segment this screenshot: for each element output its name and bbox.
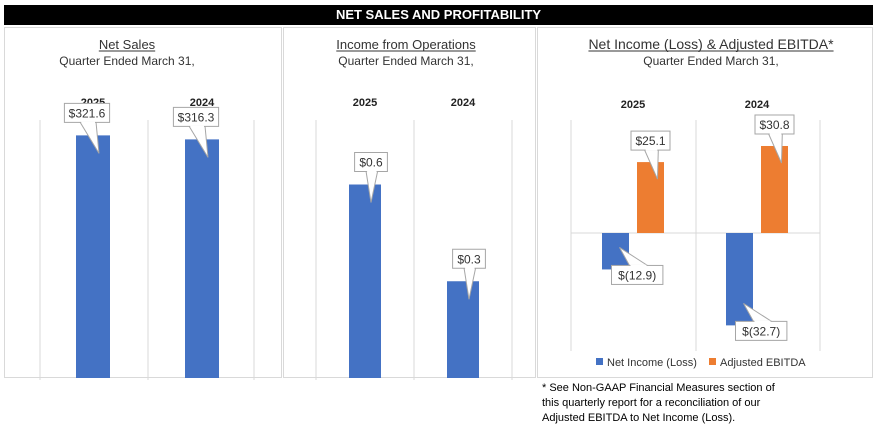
chart-subtitle: Quarter Ended March 31, (338, 54, 473, 68)
legend-adjusted-ebitda-label: Adjusted EBITDA (720, 357, 806, 369)
footnote: * See Non-GAAP Financial Measures sectio… (542, 381, 822, 426)
data-label: $(12.9) (618, 268, 656, 282)
data-label: $321.6 (69, 106, 106, 120)
category-label: 2024 (190, 97, 215, 109)
chart-subtitle: Quarter Ended March 31, (643, 54, 778, 68)
chart-subtitle: Quarter Ended March 31, (59, 54, 194, 68)
net-income-ebitda-chart: Net Income (Loss) & Adjusted EBITDA* Quar… (570, 36, 834, 369)
bar (185, 139, 219, 378)
banner-title: NET SALES AND PROFITABILITY (4, 5, 873, 25)
chart-title: Income from Operations (336, 37, 476, 52)
data-callout: $321.6 (63, 102, 111, 154)
bar-adjusted-ebitda (761, 145, 788, 233)
footnote-line: this quarterly report for a reconciliati… (542, 397, 761, 409)
data-callout: $30.8 (754, 114, 795, 164)
bar-adjusted-ebitda (637, 162, 664, 233)
bar (447, 281, 479, 378)
data-label: $(32.7) (742, 324, 780, 338)
net-income-ebitda-panel: Net Income (Loss) & Adjusted EBITDA* Quar… (537, 27, 873, 378)
chart-title: Net Income (Loss) & Adjusted EBITDA* (588, 36, 834, 52)
chart-title: Net Sales (99, 37, 156, 52)
data-label: $0.6 (359, 156, 383, 170)
legend-adjusted-ebitda-swatch (709, 358, 716, 365)
footnote-line: * See Non-GAAP Financial Measures sectio… (542, 382, 775, 394)
category-label: 2024 (745, 99, 770, 111)
legend-net-income-swatch (596, 358, 603, 365)
income-from-operations-panel: Income from Operations Quarter Ended Marc… (283, 27, 536, 380)
data-callout: $(12.9) (611, 247, 664, 285)
data-label: $30.8 (759, 118, 789, 132)
data-label: $0.3 (457, 252, 481, 266)
data-label: $25.1 (635, 134, 665, 148)
data-callout: $25.1 (630, 130, 671, 180)
bar (349, 184, 381, 378)
data-callout: $316.3 (172, 106, 220, 158)
data-label: $316.3 (178, 110, 215, 124)
data-callout: $(32.7) (735, 302, 788, 341)
category-label: 2024 (451, 97, 476, 109)
footnote-line: Adjusted EBITDA to Net Income (Loss). (542, 412, 736, 424)
category-label: 2025 (621, 99, 645, 111)
income-from-operations-chart: Income from Operations Quarter Ended Marc… (315, 37, 513, 380)
data-callout: $0.6 (354, 152, 388, 203)
legend-net-income-label: Net Income (Loss) (607, 357, 697, 369)
data-callout: $0.3 (452, 248, 486, 300)
bar (76, 135, 110, 378)
category-label: 2025 (353, 97, 377, 109)
